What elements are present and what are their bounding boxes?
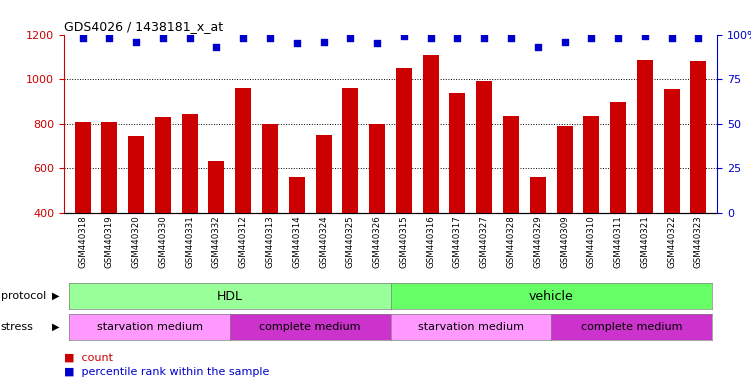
- Text: GSM440320: GSM440320: [131, 215, 140, 268]
- Point: [639, 33, 651, 40]
- Point: [424, 35, 436, 41]
- Bar: [315, 135, 332, 213]
- Point: [318, 39, 330, 45]
- Text: vehicle: vehicle: [529, 290, 574, 303]
- Point: [345, 35, 357, 41]
- Point: [532, 44, 544, 50]
- Bar: [155, 117, 171, 213]
- Text: GSM440332: GSM440332: [212, 215, 221, 268]
- Bar: [262, 124, 278, 213]
- Bar: [209, 161, 225, 213]
- Text: complete medium: complete medium: [259, 322, 361, 332]
- Bar: [556, 126, 572, 213]
- Text: ▶: ▶: [52, 291, 59, 301]
- Bar: [396, 68, 412, 213]
- Point: [585, 35, 597, 41]
- Point: [77, 35, 89, 41]
- Text: GSM440324: GSM440324: [319, 215, 328, 268]
- Point: [505, 35, 517, 41]
- Text: GSM440310: GSM440310: [587, 215, 596, 268]
- Bar: [235, 88, 252, 213]
- Text: ■  count: ■ count: [64, 353, 113, 363]
- Point: [157, 35, 169, 41]
- Text: complete medium: complete medium: [581, 322, 682, 332]
- Bar: [369, 124, 385, 213]
- Text: GSM440323: GSM440323: [694, 215, 703, 268]
- Text: GSM440325: GSM440325: [346, 215, 355, 268]
- Text: GSM440315: GSM440315: [400, 215, 409, 268]
- Point: [130, 39, 142, 45]
- Bar: [182, 114, 198, 213]
- Bar: [664, 89, 680, 213]
- Bar: [610, 101, 626, 213]
- Text: GSM440321: GSM440321: [641, 215, 650, 268]
- Point: [478, 35, 490, 41]
- Point: [559, 39, 571, 45]
- Text: GSM440331: GSM440331: [185, 215, 195, 268]
- Text: GSM440309: GSM440309: [560, 215, 569, 268]
- Point: [104, 35, 116, 41]
- Bar: [128, 136, 144, 213]
- Text: GSM440313: GSM440313: [266, 215, 275, 268]
- Bar: [503, 116, 519, 213]
- Bar: [101, 122, 117, 213]
- Point: [398, 33, 410, 40]
- Point: [451, 35, 463, 41]
- Text: stress: stress: [1, 322, 34, 332]
- Bar: [449, 93, 466, 213]
- Text: ▶: ▶: [52, 322, 59, 332]
- Text: GSM440314: GSM440314: [292, 215, 301, 268]
- Point: [210, 44, 222, 50]
- Bar: [637, 60, 653, 213]
- Text: GSM440322: GSM440322: [667, 215, 676, 268]
- Point: [291, 40, 303, 46]
- Text: GSM440318: GSM440318: [78, 215, 87, 268]
- Text: HDL: HDL: [217, 290, 243, 303]
- Point: [612, 35, 624, 41]
- Bar: [690, 61, 707, 213]
- Point: [184, 35, 196, 41]
- Text: GDS4026 / 1438181_x_at: GDS4026 / 1438181_x_at: [64, 20, 223, 33]
- Bar: [584, 116, 599, 213]
- Text: GSM440312: GSM440312: [239, 215, 248, 268]
- Text: starvation medium: starvation medium: [418, 322, 524, 332]
- Text: GSM440329: GSM440329: [533, 215, 542, 268]
- Bar: [529, 177, 546, 213]
- Point: [665, 35, 677, 41]
- Point: [264, 35, 276, 41]
- Text: starvation medium: starvation medium: [97, 322, 203, 332]
- Point: [692, 35, 704, 41]
- Text: protocol: protocol: [1, 291, 46, 301]
- Point: [371, 40, 383, 46]
- Text: GSM440319: GSM440319: [105, 215, 114, 268]
- Text: GSM440316: GSM440316: [426, 215, 435, 268]
- Bar: [289, 177, 305, 213]
- Bar: [423, 55, 439, 213]
- Bar: [74, 122, 91, 213]
- Text: GSM440326: GSM440326: [372, 215, 382, 268]
- Bar: [342, 88, 358, 213]
- Text: ■  percentile rank within the sample: ■ percentile rank within the sample: [64, 367, 269, 377]
- Text: GSM440327: GSM440327: [480, 215, 489, 268]
- Text: GSM440328: GSM440328: [506, 215, 515, 268]
- Text: GSM440330: GSM440330: [158, 215, 167, 268]
- Text: GSM440311: GSM440311: [614, 215, 623, 268]
- Bar: [476, 81, 492, 213]
- Text: GSM440317: GSM440317: [453, 215, 462, 268]
- Point: [237, 35, 249, 41]
